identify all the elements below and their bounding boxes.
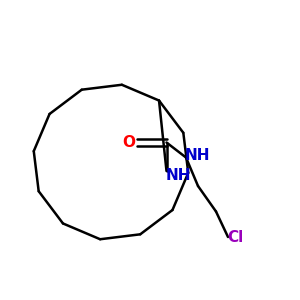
Text: O: O bbox=[122, 135, 136, 150]
Text: NH: NH bbox=[185, 148, 210, 164]
Text: Cl: Cl bbox=[227, 230, 244, 244]
Text: NH: NH bbox=[165, 168, 191, 183]
